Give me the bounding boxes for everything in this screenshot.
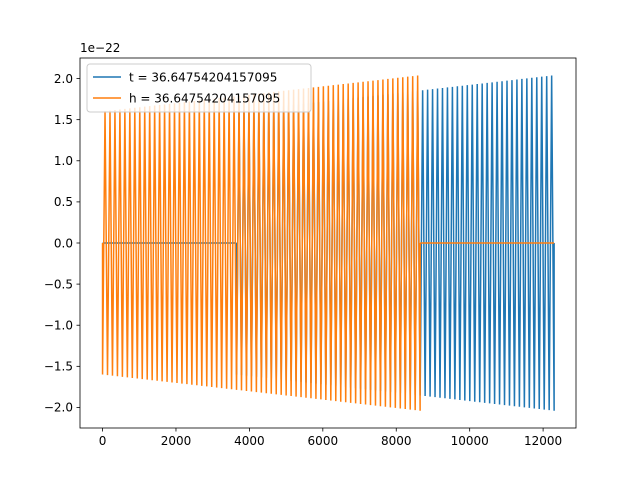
y-tick-label: −1.0 [44, 319, 73, 333]
y-tick-label: 0.0 [54, 236, 73, 250]
x-tick-label: 6000 [308, 434, 339, 448]
series-1-line [101, 75, 555, 411]
x-tick-label: 4000 [234, 434, 265, 448]
legend: t = 36.64754204157095 h = 36.647542041570… [86, 63, 312, 113]
legend-box [86, 63, 312, 113]
y-tick-label: 0.5 [54, 195, 73, 209]
y-tick-label: −2.0 [44, 401, 73, 415]
x-tick-label: 10000 [451, 434, 489, 448]
plot-area [101, 75, 555, 411]
y-axis: −2.0 −1.5 −1.0 −0.5 0.0 0.5 1.0 1.5 2.0 [44, 72, 80, 415]
legend-label-0: t = 36.64754204157095 [129, 70, 277, 84]
y-tick-label: 2.0 [54, 72, 73, 86]
y-tick-label: −1.5 [44, 360, 73, 374]
y-tick-label: 1.5 [54, 113, 73, 127]
x-axis: 0 2000 4000 6000 8000 10000 12000 [99, 428, 562, 448]
x-tick-label: 12000 [524, 434, 562, 448]
x-tick-label: 2000 [161, 434, 192, 448]
series-1-oscillation-segment [101, 75, 421, 411]
y-offset-text: 1e−22 [80, 41, 120, 55]
y-tick-label: −0.5 [44, 277, 73, 291]
x-tick-label: 8000 [381, 434, 412, 448]
legend-label-1: h = 36.64754204157095 [129, 91, 280, 105]
x-tick-label: 0 [99, 434, 107, 448]
y-tick-label: 1.0 [54, 154, 73, 168]
